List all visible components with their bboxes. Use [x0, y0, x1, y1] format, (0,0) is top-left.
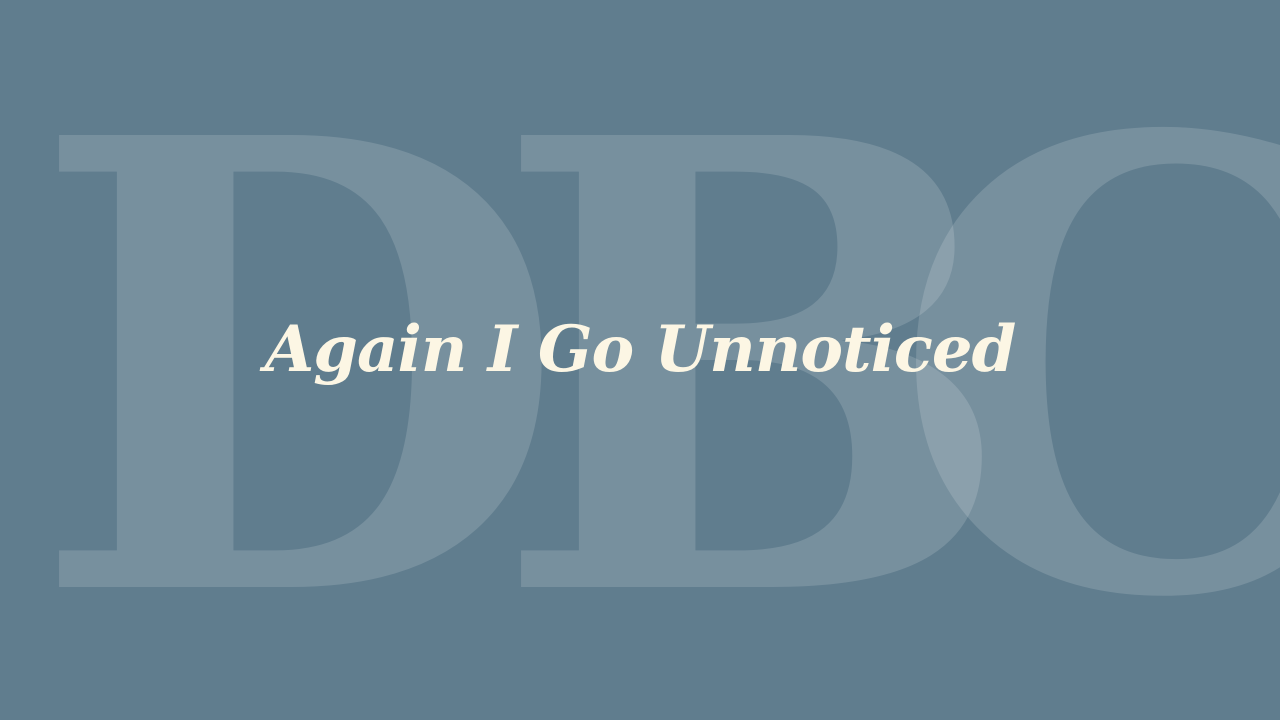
title-text: Again I Go Unnoticed — [264, 312, 1017, 387]
watermark-letter-c: C — [890, 6, 1280, 720]
watermark-letter-b: B — [492, 6, 1017, 720]
watermark-letter-d: D — [30, 6, 568, 720]
